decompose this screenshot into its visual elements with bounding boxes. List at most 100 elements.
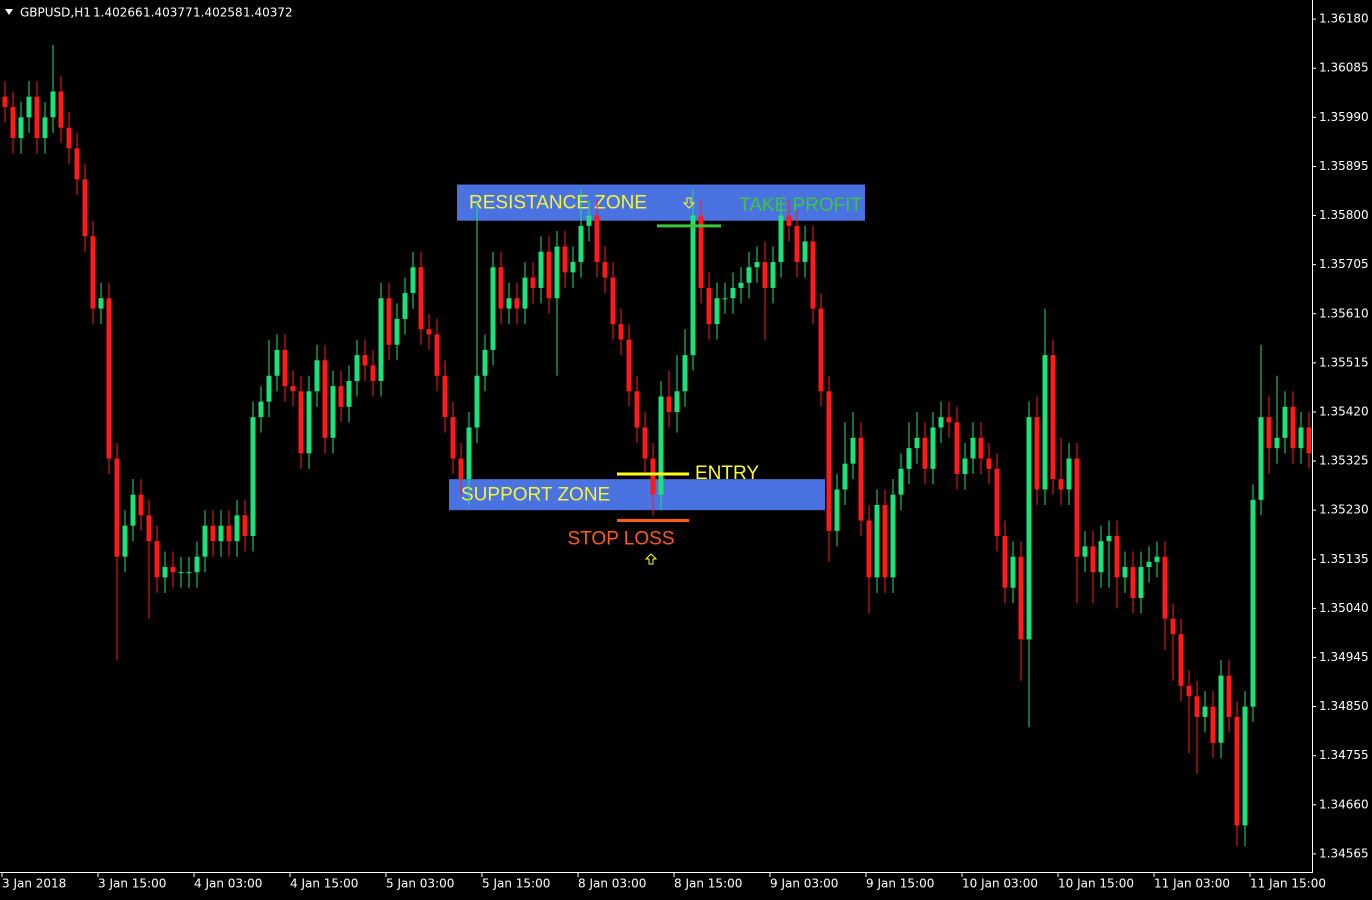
candle-body [642, 427, 648, 459]
candle-body [1218, 675, 1224, 743]
candle-body [866, 520, 872, 578]
candle-body [498, 267, 504, 309]
candle-body [290, 386, 296, 392]
candle-body [242, 515, 248, 537]
candle-body [2, 96, 8, 107]
x-tick-label: 8 Jan 03:00 [578, 877, 646, 891]
candle-body [938, 417, 944, 428]
candle-body [778, 215, 784, 263]
candle-body [106, 298, 112, 459]
candle-body [34, 96, 40, 139]
candle-body [146, 515, 152, 542]
candle-body [746, 267, 752, 283]
candle-body [554, 246, 560, 299]
candle-body [1194, 696, 1200, 717]
level-label: TAKE PROFIT [739, 195, 863, 216]
candle-body [682, 355, 688, 392]
candle-body [218, 525, 224, 542]
candle-body [522, 277, 528, 309]
x-tick-label: 11 Jan 15:00 [1250, 877, 1326, 891]
candle-body [882, 505, 888, 578]
candle-body [50, 91, 56, 118]
y-tick-label: 1.35135 [1319, 552, 1369, 566]
candle-body [298, 391, 304, 454]
candle-body [154, 541, 160, 578]
candle-body [922, 437, 928, 469]
candle-body [826, 391, 832, 531]
quote-close: 1.40372 [243, 6, 293, 20]
candle-body [730, 287, 736, 299]
candle-body [178, 572, 184, 574]
candle-body [1186, 685, 1192, 697]
candle-body [1098, 541, 1104, 573]
candle-body [114, 458, 120, 557]
candle-body [802, 241, 808, 263]
x-tick-label: 9 Jan 15:00 [866, 877, 934, 891]
candle-body [1242, 706, 1248, 826]
candle-body [578, 225, 584, 263]
candle-body [906, 448, 912, 469]
candle-body [1170, 618, 1176, 635]
candle-body [626, 339, 632, 392]
candle-body [1298, 427, 1304, 449]
candle-body [666, 396, 672, 412]
candle-body [1114, 536, 1120, 578]
down-arrow [682, 197, 696, 209]
candle-body [602, 262, 608, 278]
candle-body [610, 277, 616, 325]
candle-body [858, 437, 864, 521]
candle-body [674, 391, 680, 412]
candle-body [370, 365, 376, 381]
quote-high: 1.40377 [143, 6, 193, 20]
x-tick-label: 10 Jan 15:00 [1058, 877, 1134, 891]
candle-body [1034, 417, 1040, 490]
y-tick-label: 1.35420 [1319, 404, 1369, 418]
candle-body [586, 215, 592, 226]
candle-body [890, 494, 896, 578]
candle-body [466, 427, 472, 480]
candle-body [874, 505, 880, 578]
candle-body [954, 422, 960, 474]
candle-body [202, 525, 208, 557]
candle-body [1234, 716, 1240, 826]
candle-body [570, 262, 576, 273]
candle-body [1290, 406, 1296, 449]
candle-body [658, 396, 664, 495]
candle-body [1202, 706, 1208, 717]
candle-body [1138, 567, 1144, 599]
candle-body [1210, 706, 1216, 743]
candles [2, 44, 1312, 847]
y-tick-label: 1.36180 [1319, 12, 1369, 26]
candle-body [562, 246, 568, 273]
candle-body [250, 417, 256, 537]
candle-body [1066, 458, 1072, 490]
candle-body [26, 96, 32, 118]
candle-body [330, 386, 336, 438]
y-tick-label: 1.34945 [1319, 650, 1369, 664]
candle-body [1130, 567, 1136, 599]
candle-body [1250, 499, 1256, 707]
x-tick-label: 4 Jan 15:00 [290, 877, 358, 891]
y-tick-label: 1.35610 [1319, 306, 1369, 320]
candle-body [354, 355, 360, 381]
candle-body [810, 241, 816, 309]
x-tick-label: 3 Jan 2018 [2, 877, 66, 891]
candle-body [1050, 355, 1056, 480]
candle-body [226, 525, 232, 542]
candle-body [402, 293, 408, 319]
candle-body [1226, 675, 1232, 717]
level-label: STOP LOSS [567, 529, 674, 550]
menu-triangle[interactable] [5, 9, 13, 15]
x-tick-label: 5 Jan 03:00 [386, 877, 454, 891]
candle-body [194, 556, 200, 573]
candle-body [474, 375, 480, 428]
y-tick-label: 1.35800 [1319, 208, 1369, 222]
candle-body [722, 298, 728, 300]
candle-body [898, 468, 904, 495]
x-tick-label: 10 Jan 03:00 [962, 877, 1038, 891]
candle-body [690, 215, 696, 356]
candle-body [770, 262, 776, 288]
candle-body [66, 127, 72, 149]
candle-body [618, 324, 624, 340]
